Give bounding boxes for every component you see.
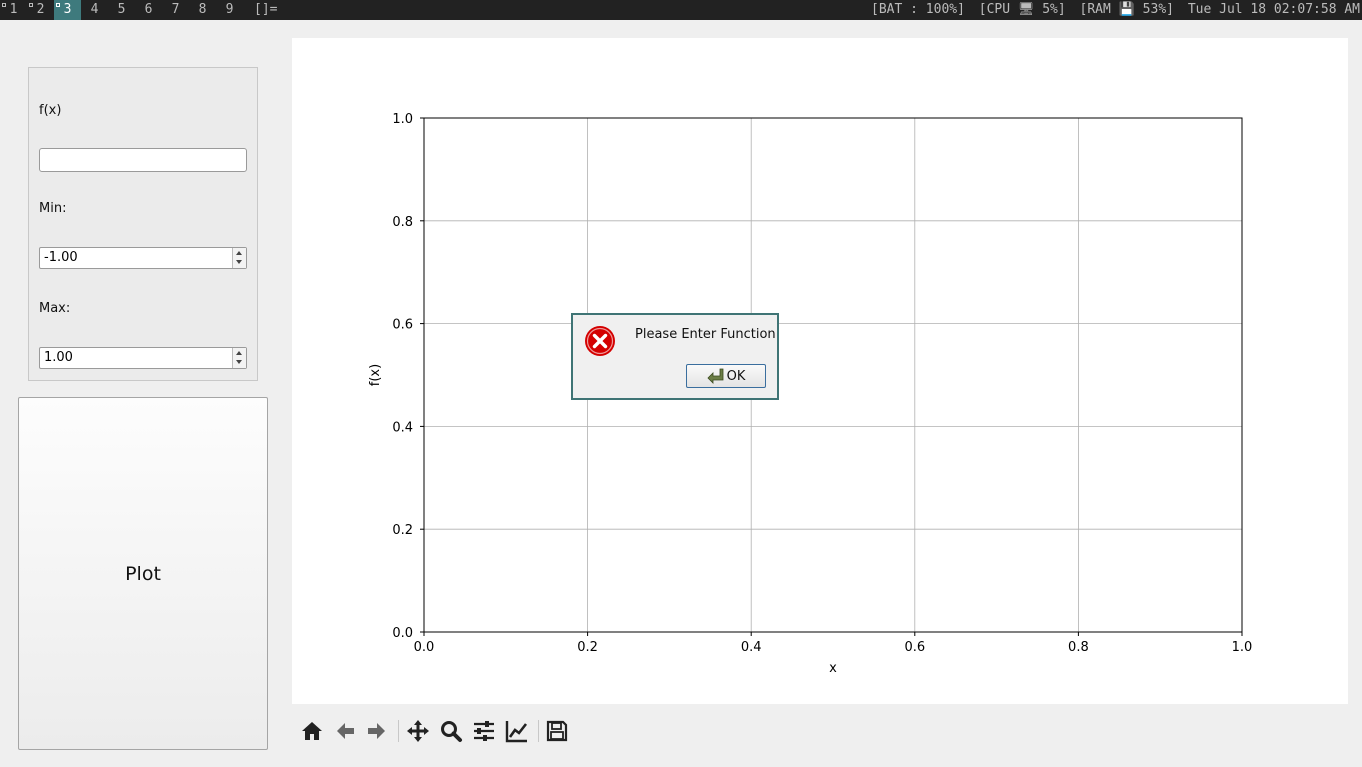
ram-status: [RAM 💾 53%] [1079,2,1174,17]
dialog-message: Please Enter Function [635,327,776,342]
workspace-number: 7 [171,2,180,17]
workspace-number: 6 [144,2,153,17]
y-axis-label: f(x) [368,364,383,386]
x-tick-label: 0.2 [577,640,598,655]
configure-subplots-button[interactable] [469,714,499,748]
x-tick-label: 0.8 [1068,640,1089,655]
top-status-bar: 1 2 3 4 5 6 7 8 9 []= [BAT : 100%] [CPU 🖥 5%] [R… [0,0,1362,20]
x-tick-label: 0.0 [414,640,435,655]
ok-label: OK [726,368,746,384]
x-tick-label: 1.0 [1232,640,1253,655]
edit-axes-icon [505,721,528,743]
clock: Tue Jul 18 02:07:58 AM [1187,2,1360,17]
toolbar-separator [398,720,399,742]
x-tick-label: 0.6 [904,640,925,655]
workspace-tag-7[interactable]: 7 [162,0,189,20]
cpu-status: [CPU 🖥 5%] [978,2,1066,17]
workspace-number: 3 [63,2,72,17]
workspace-tag-5[interactable]: 5 [108,0,135,20]
back-button[interactable] [330,714,360,748]
workspace-number: 9 [225,2,234,17]
edit-axes-button[interactable] [502,714,532,748]
y-tick-label: 0.2 [392,523,413,538]
min-value[interactable]: -1.00 [44,250,78,265]
max-value[interactable]: 1.00 [44,350,73,365]
save-icon [546,720,568,742]
save-button[interactable] [542,714,572,748]
occupied-indicator-icon [56,3,60,7]
workspace-tag-6[interactable]: 6 [135,0,162,20]
x-axis-label: x [829,661,837,676]
zoom-icon [441,721,462,742]
occupied-indicator-icon [29,3,33,7]
toolbar-separator [538,720,539,742]
workspace-tag-1[interactable]: 1 [0,0,27,20]
forward-button[interactable] [362,714,392,748]
error-dialog: Please Enter Function OK [571,313,779,400]
max-label: Max: [39,301,71,316]
home-button[interactable] [297,714,327,748]
workspace-tag-2[interactable]: 2 [27,0,54,20]
max-spin-arrows[interactable] [232,348,246,368]
workspace-tag-3[interactable]: 3 [54,0,81,20]
min-spinbox[interactable]: -1.00 [39,247,247,269]
y-tick-label: 0.8 [392,215,413,230]
configure-subplots-icon [474,721,494,741]
workspace-number: 5 [117,2,126,17]
min-increment-icon[interactable] [236,251,242,255]
axes-frame [423,117,1243,633]
workspace-number: 4 [90,2,99,17]
y-tick-label: 1.0 [392,112,413,127]
function-label: f(x) [39,103,62,118]
occupied-indicator-icon [2,3,6,7]
workspace-tag-4[interactable]: 4 [81,0,108,20]
workspace-number: 1 [9,2,18,17]
enter-return-icon [707,368,724,384]
workspace-number: 8 [198,2,207,17]
function-input[interactable] [39,148,247,172]
workspace-number: 2 [36,2,45,17]
max-increment-icon[interactable] [236,351,242,355]
workspace-tag-8[interactable]: 8 [189,0,216,20]
y-tick-label: 0.4 [392,420,413,435]
x-tick-label: 0.4 [741,640,762,655]
min-spin-arrows[interactable] [232,248,246,268]
pan-icon [407,720,429,742]
max-decrement-icon[interactable] [236,360,242,364]
chart: 0.0 0.2 0.4 0.6 0.8 1.0 0.0 0.2 0.4 0.6 0.8 1.0 x f(x… [368,112,1253,676]
function-controls-group: f(x) Min: -1.00 Max: 1.00 [28,67,258,381]
min-label: Min: [39,201,67,216]
pan-button[interactable] [403,714,433,748]
plot-canvas[interactable]: 0.0 0.2 0.4 0.6 0.8 1.0 0.0 0.2 0.4 0.6 0.8 1.0 x f(x… [292,38,1348,704]
min-decrement-icon[interactable] [236,260,242,264]
error-icon [585,326,615,356]
battery-status: [BAT : 100%] [871,2,965,17]
y-tick-label: 0.6 [392,318,413,333]
forward-arrow-icon [368,723,385,739]
back-arrow-icon [337,723,354,739]
home-icon [302,722,322,740]
y-tick-label: 0.0 [392,626,413,641]
workspace-tag-9[interactable]: 9 [216,0,243,20]
zoom-button[interactable] [436,714,466,748]
max-spinbox[interactable]: 1.00 [39,347,247,369]
ok-button[interactable]: OK [686,364,766,388]
plot-button[interactable]: Plot [18,397,268,750]
system-status: [BAT : 100%] [CPU 🖥 5%] [RAM 💾 53%] Tue … [865,0,1360,20]
layout-indicator[interactable]: []= [254,2,278,17]
